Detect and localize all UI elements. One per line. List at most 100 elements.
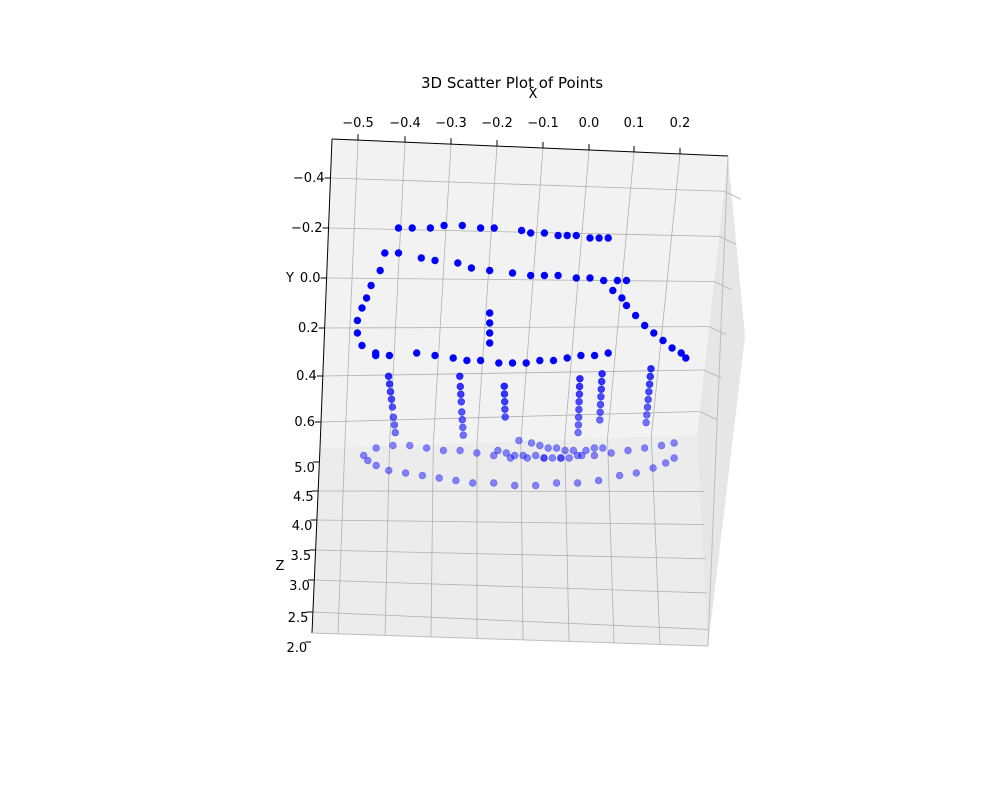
scatter-point <box>649 464 657 472</box>
scatter-point <box>360 451 368 460</box>
scatter-point <box>599 276 608 285</box>
scatter-point <box>596 408 604 416</box>
scatter-point <box>597 377 606 386</box>
scatter-point <box>372 461 380 470</box>
scatter-point <box>422 444 431 452</box>
scatter-point <box>388 403 397 411</box>
scatter-point <box>640 444 649 452</box>
scatter-point <box>401 469 410 477</box>
scatter-point <box>594 476 603 485</box>
scatter-point <box>659 336 667 345</box>
scatter-point <box>640 321 649 330</box>
scatter-point <box>394 224 403 232</box>
scatter-point <box>650 329 658 337</box>
scatter-point <box>519 451 527 460</box>
scatter-point <box>569 446 578 455</box>
scatter-point <box>646 372 654 381</box>
x-grid-line <box>520 148 544 442</box>
scatter-point <box>554 231 562 240</box>
scatter-point <box>670 439 678 447</box>
scatter-point <box>456 446 464 455</box>
scatter-point <box>607 449 615 457</box>
scatter-point <box>647 365 655 373</box>
scatter-point <box>563 354 571 362</box>
x-grid-line-floor <box>384 445 390 636</box>
scatter-point <box>527 439 536 447</box>
scatter-point <box>418 471 427 480</box>
z-tick-label: 2.0 <box>286 641 307 656</box>
scatter-point <box>557 454 565 462</box>
scatter-point <box>508 359 517 367</box>
scatter-point <box>426 224 435 232</box>
scatter-point <box>486 319 494 327</box>
scatter-point <box>540 454 548 462</box>
scatter-point <box>657 441 666 450</box>
scatter-point <box>459 423 467 432</box>
bottom-edge-line <box>311 632 709 647</box>
scatter-point <box>458 416 466 424</box>
scatter-point <box>522 359 530 367</box>
scatter-point <box>506 454 515 462</box>
x-tick-label: 0.0 <box>579 116 600 131</box>
scatter-point <box>540 229 549 237</box>
scatter-point <box>549 356 558 365</box>
scatter-point <box>531 481 540 490</box>
scatter-point <box>572 231 580 240</box>
scatter-point <box>495 359 503 367</box>
scatter-point <box>523 454 531 462</box>
z-grid-line <box>313 579 707 594</box>
scatter-point <box>597 385 605 393</box>
scatter-point <box>501 398 509 406</box>
z-axis-line <box>311 447 321 634</box>
scatter-point <box>677 349 685 357</box>
scatter-point <box>390 421 399 429</box>
scatter-point <box>596 416 604 424</box>
x-grid-line-floor <box>564 439 570 642</box>
scatter-point <box>406 441 414 450</box>
scatter-point <box>385 351 394 360</box>
scatter-point <box>457 390 465 398</box>
y-tick-label: −0.2 <box>291 221 323 236</box>
x-grid-line-floor <box>520 441 524 640</box>
scatter-point <box>362 294 371 302</box>
scatter-point <box>622 276 631 285</box>
scatter-point <box>631 311 640 320</box>
x-grid-line <box>564 149 590 440</box>
scatter-point <box>463 356 471 365</box>
scatter-point <box>544 444 552 452</box>
scatter-point <box>486 329 494 337</box>
scatter-point <box>595 234 603 242</box>
scatter-point <box>417 254 425 262</box>
scatter-point <box>645 388 653 396</box>
scatter-point <box>458 221 466 230</box>
scatter-point <box>353 329 362 337</box>
scatter-point <box>575 405 583 414</box>
scatter-point <box>454 259 462 267</box>
scatter-point <box>500 382 508 390</box>
scatter-point <box>682 354 690 362</box>
x-tick-label: −0.5 <box>342 116 374 131</box>
scatter-points <box>353 221 690 490</box>
scatter-point <box>575 398 583 406</box>
scatter-point <box>367 281 375 290</box>
scatter-point <box>385 466 393 475</box>
scatter-point <box>364 456 372 465</box>
z-grid-line <box>316 519 705 525</box>
scatter-point <box>372 444 380 452</box>
scatter-point <box>431 351 439 360</box>
z-tick-label: 4.0 <box>292 519 313 534</box>
scatter-point <box>501 413 509 421</box>
scatter-point <box>582 446 590 455</box>
x-grid-line-floor <box>650 436 661 645</box>
scatter-point <box>358 304 366 312</box>
x-grid-line-floor <box>337 447 346 634</box>
scatter-point <box>385 380 394 388</box>
scatter-point <box>387 395 396 403</box>
scatter-point <box>408 224 416 232</box>
x-tick-label: 0.1 <box>624 116 645 131</box>
scatter-point <box>486 266 494 275</box>
scatter-point <box>599 444 607 452</box>
scatter-point <box>604 349 612 357</box>
scatter-point <box>613 276 622 285</box>
